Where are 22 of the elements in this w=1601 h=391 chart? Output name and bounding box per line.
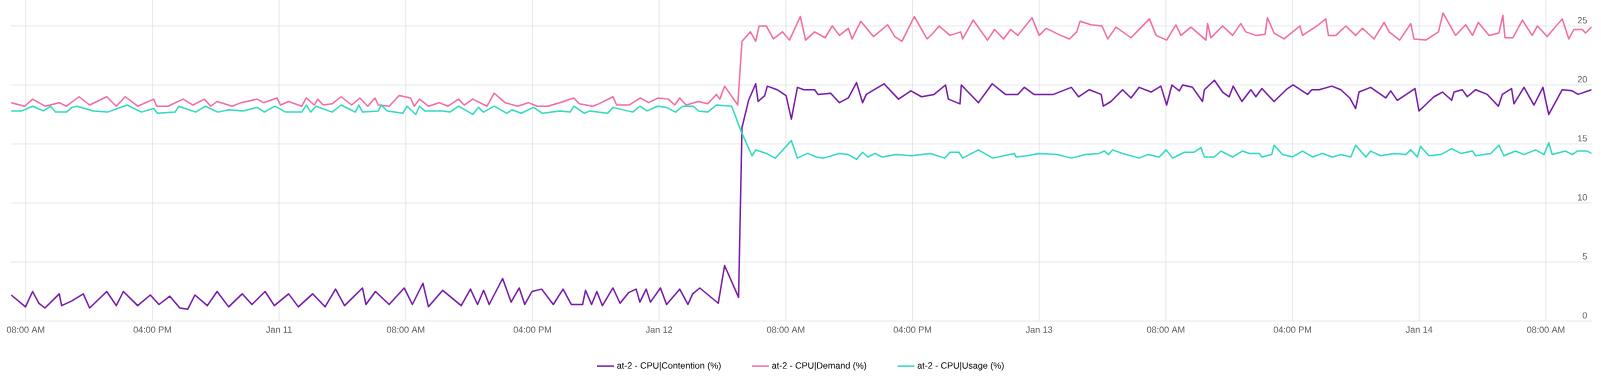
- y-tick-label: 20: [1577, 76, 1587, 83]
- legend-label: at-2 - CPU|Usage (%): [917, 362, 1004, 371]
- x-tick-label: 04:00 PM: [513, 326, 551, 333]
- x-tick-label: Jan 12: [645, 326, 673, 333]
- x-tick-label: Jan 11: [266, 326, 292, 333]
- x-tick-label: 08:00 AM: [386, 326, 425, 333]
- x-tick-label: 04:00 PM: [893, 326, 931, 333]
- x-tick-label: 08:00 AM: [6, 326, 45, 333]
- x-tick-label: 04:00 PM: [133, 326, 171, 333]
- x-tick-label: 04:00 PM: [1273, 326, 1311, 333]
- x-tick-label: Jan 14: [1405, 326, 1433, 333]
- x-tick-label: 08:00 AM: [1147, 326, 1185, 333]
- y-tick-label: 10: [1578, 194, 1587, 201]
- x-tick-label: 08:00 AM: [766, 326, 805, 333]
- legend-label: at-2 - CPU|Contention (%): [617, 362, 721, 371]
- y-tick-label: 5: [1582, 253, 1587, 260]
- legend-label: at-2 - CPU|Demand (%): [772, 362, 867, 371]
- y-tick-label: 25: [1577, 17, 1587, 24]
- x-tick-label: Jan 13: [1025, 326, 1053, 333]
- x-tick-label: 08:00 AM: [1527, 326, 1565, 333]
- y-tick-label: 15: [1578, 135, 1587, 142]
- y-tick-label: 0: [1582, 312, 1587, 319]
